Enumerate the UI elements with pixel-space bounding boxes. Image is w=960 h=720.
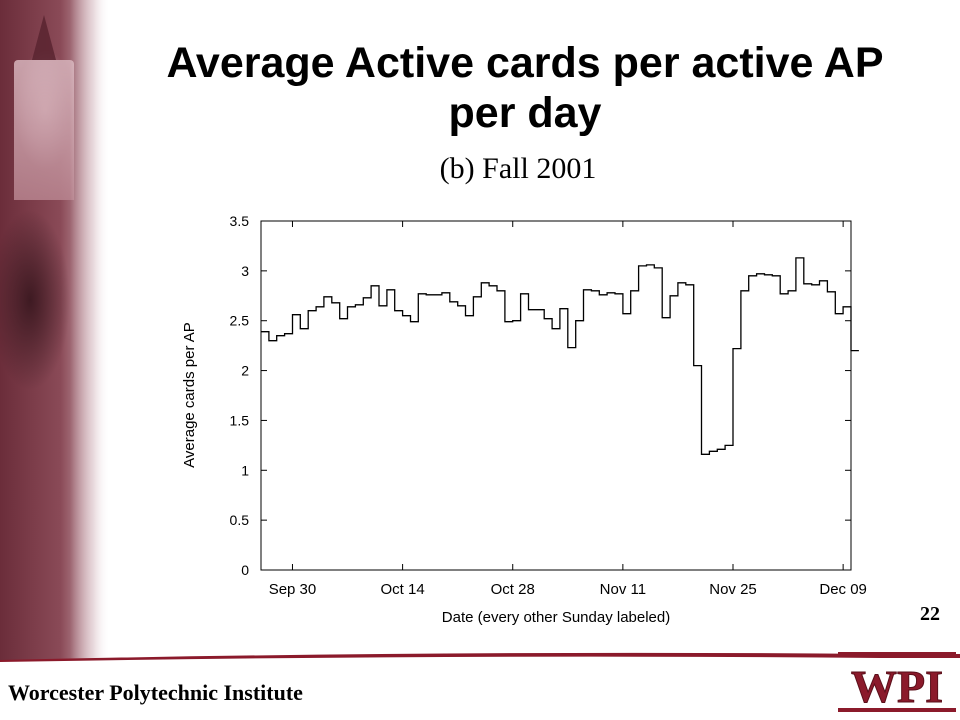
footer-institution: Worcester Polytechnic Institute — [8, 680, 303, 705]
y-tick-label: 1 — [241, 462, 249, 478]
plot-frame — [260, 220, 852, 571]
y-tick-label: 2 — [241, 363, 249, 379]
x-axis-label: Date (every other Sunday labeled) — [442, 609, 670, 626]
y-tick-label: 0.5 — [230, 512, 250, 528]
tower-image — [14, 15, 74, 200]
x-tick-label: Oct 14 — [381, 581, 425, 598]
y-axis: 0 0.5 1 1.5 2 2.5 3 3.5 — [230, 213, 851, 578]
y-tick-label: 0 — [241, 562, 249, 578]
page-number: 22 — [920, 603, 940, 625]
x-tick-label: Dec 09 — [819, 581, 867, 598]
y-tick-label: 1.5 — [230, 412, 250, 428]
chart-subtitle: (b) Fall 2001 — [440, 152, 597, 185]
y-tick-label: 2.5 — [230, 313, 250, 329]
y-tick-label: 3.5 — [230, 213, 250, 229]
x-tick-label: Nov 11 — [600, 581, 646, 598]
footer-divider — [0, 652, 960, 662]
y-tick-label: 3 — [241, 263, 249, 279]
background-photo — [0, 0, 110, 660]
x-axis: Sep 30 Oct 14 Oct 28 Nov 11 Nov 25 Dec 09 — [269, 221, 867, 598]
x-tick-label: Nov 25 — [709, 581, 757, 598]
x-tick-label: Oct 28 — [491, 581, 535, 598]
series-line — [261, 257, 859, 455]
x-tick-label: Sep 30 — [269, 581, 317, 598]
slide-title: Average Active cards per active AP per d… — [166, 39, 884, 137]
wpi-logo: WPI — [838, 652, 956, 713]
y-axis-label: Average cards per AP — [181, 322, 198, 468]
svg-text:WPI: WPI — [851, 661, 943, 712]
